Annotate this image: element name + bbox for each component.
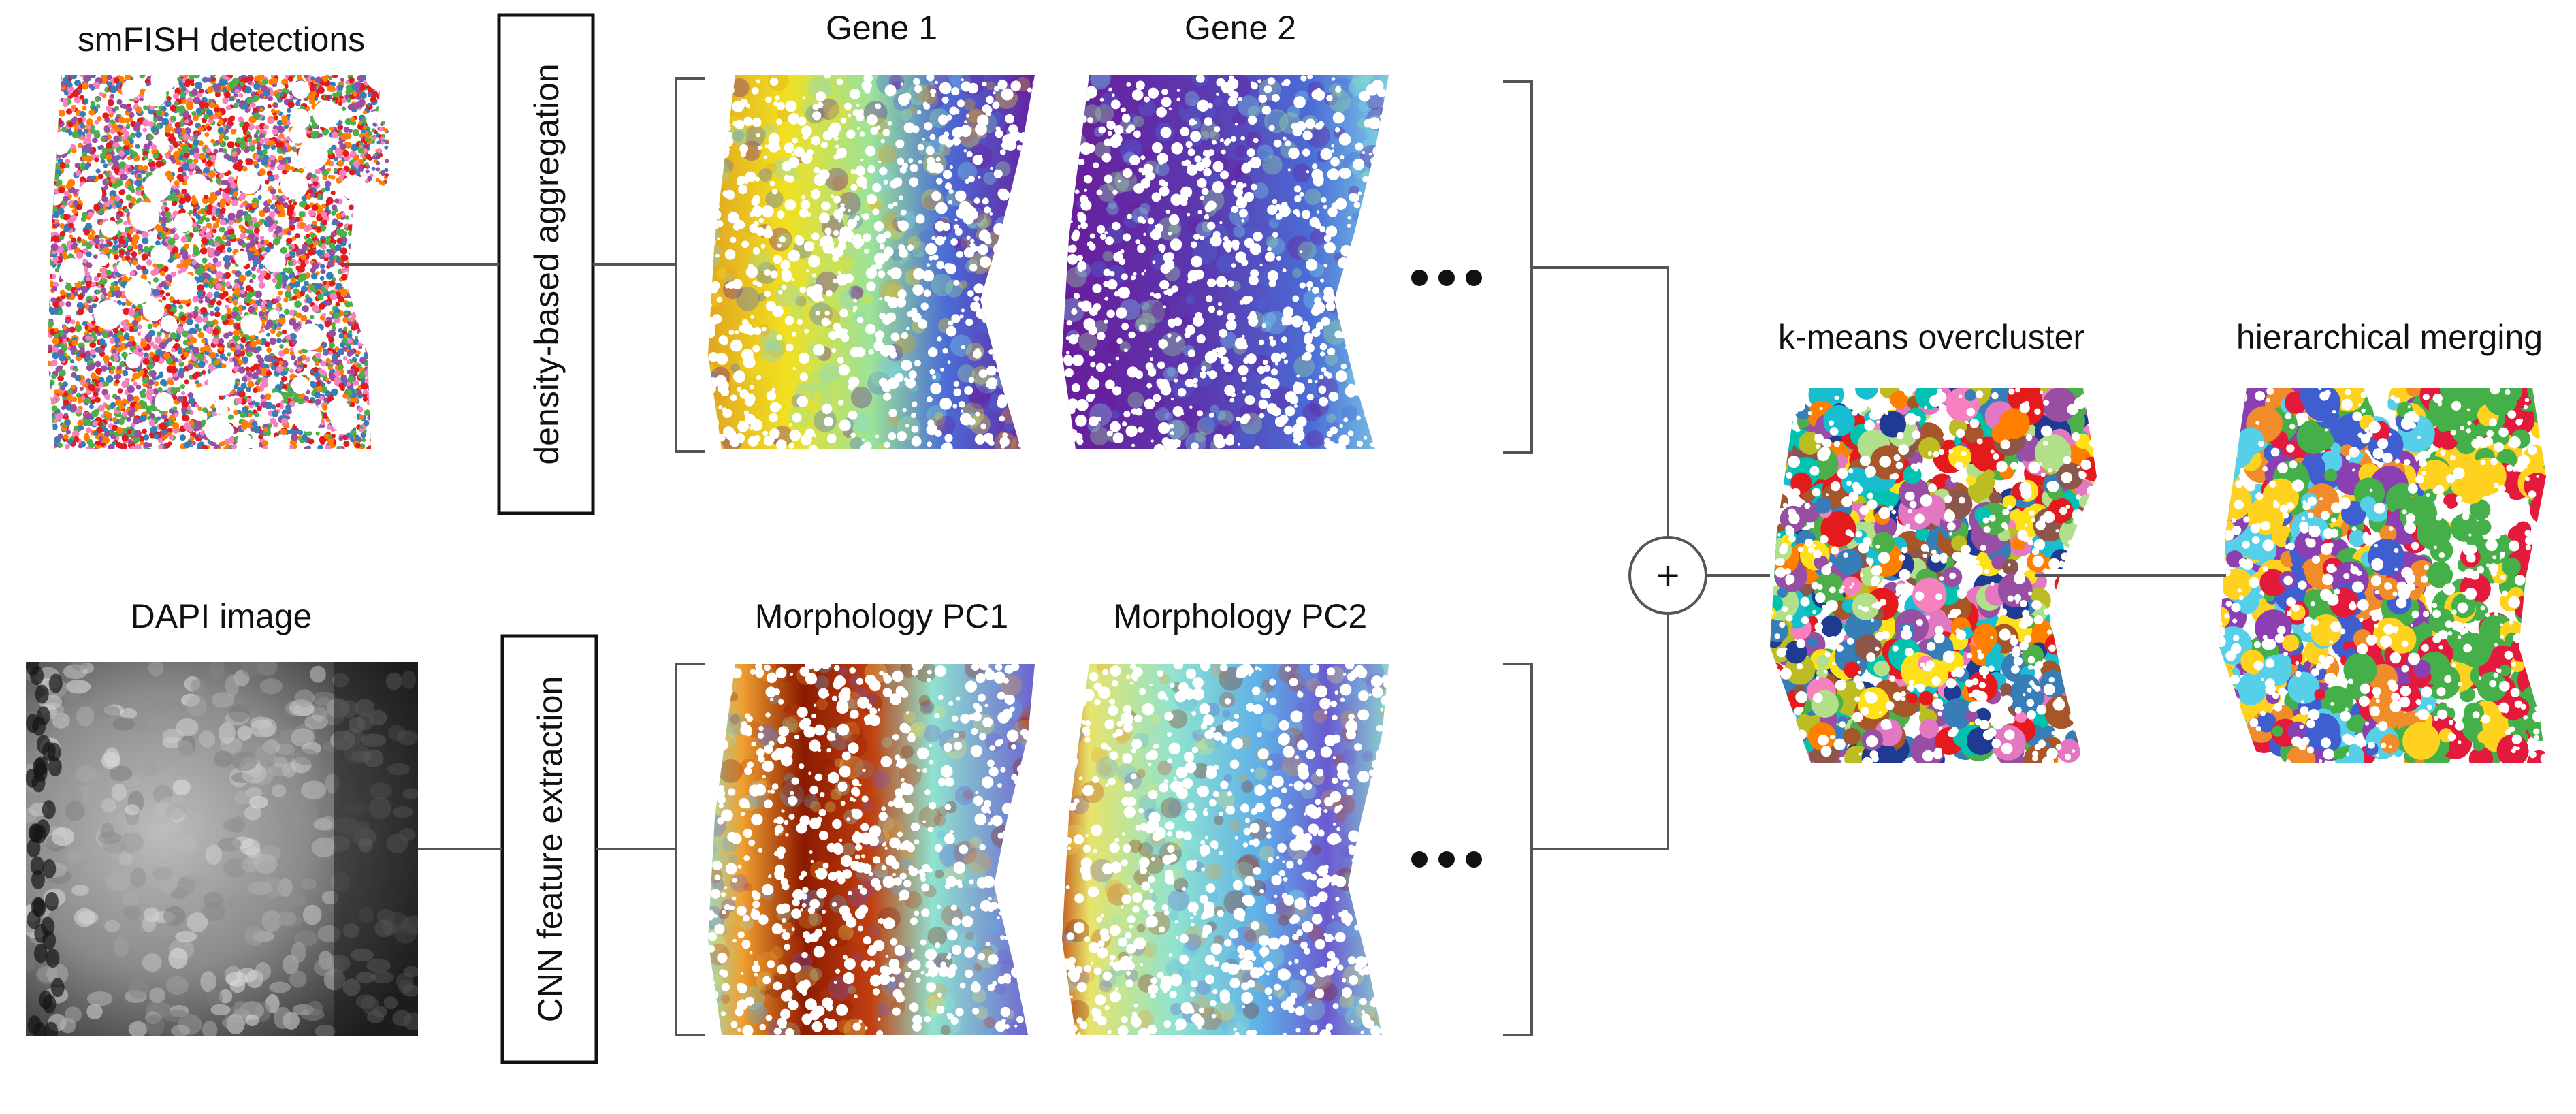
morph-pc2-title: Morphology PC2 (1114, 597, 1367, 635)
hier-title: hierarchical merging (2236, 318, 2543, 356)
smfish-detections-image (48, 75, 389, 449)
smfish-title: smFISH detections (78, 20, 365, 59)
cnn-feature-label: CNN feature extraction (531, 676, 569, 1023)
gene2-map (1062, 75, 1389, 449)
gene2-title: Gene 2 (1185, 9, 1296, 47)
dapi-image (26, 662, 418, 1036)
morph-pc1-title: Morphology PC1 (755, 597, 1008, 635)
dapi-title: DAPI image (131, 597, 312, 635)
gene1-title: Gene 1 (826, 9, 937, 47)
hierarchical-cluster-map (2219, 388, 2546, 763)
cnn-feature-box: CNN feature extraction (500, 634, 598, 1064)
morph-pc1-map (708, 664, 1035, 1035)
density-aggregation-label: density-based aggregation (528, 63, 566, 464)
ellipsis-icon (1411, 270, 1482, 286)
connector-lines (344, 263, 2226, 850)
morph-pc2-map (1062, 664, 1389, 1035)
ellipsis-icon (1411, 851, 1482, 868)
kmeans-cluster-map (1770, 388, 2097, 763)
density-aggregation-box: density-based aggregation (497, 13, 595, 515)
gene1-map (708, 75, 1035, 449)
plus-icon: + (1628, 536, 1707, 615)
kmeans-title: k-means overcluster (1778, 318, 2084, 356)
plus-sign: + (1656, 553, 1679, 599)
